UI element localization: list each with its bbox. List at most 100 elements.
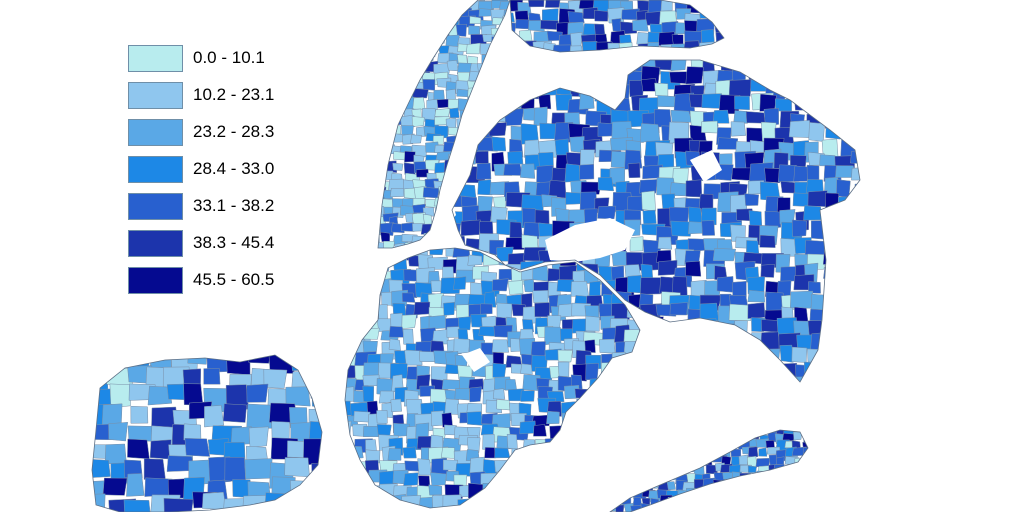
- census-tract: [263, 368, 288, 389]
- census-tract: [428, 484, 443, 496]
- census-tract: [503, 163, 523, 176]
- jamaica-bay-water: [560, 380, 800, 500]
- census-tract: [446, 60, 459, 72]
- census-tract: [537, 471, 552, 488]
- census-tract: [713, 504, 722, 512]
- census-tract: [379, 115, 392, 129]
- census-tract: [696, 489, 706, 498]
- census-tract: [747, 350, 770, 371]
- census-tract: [443, 158, 456, 175]
- census-tract: [467, 127, 483, 137]
- census-tract: [455, 23, 467, 37]
- census-tract: [820, 208, 841, 229]
- legend-swatch: [128, 230, 183, 257]
- census-tract: [222, 403, 247, 423]
- census-tract: [382, 100, 397, 111]
- legend-swatch: [128, 267, 183, 294]
- census-tract: [712, 479, 727, 490]
- legend-label: 23.2 - 28.3: [193, 122, 275, 141]
- census-tract: [721, 496, 735, 508]
- census-tract: [489, 91, 501, 103]
- census-tract: [424, 19, 441, 30]
- census-tract: [474, 95, 497, 114]
- census-tract: [345, 436, 349, 450]
- census-tract: [453, 338, 471, 354]
- census-tract: [684, 505, 696, 512]
- census-tract: [849, 123, 860, 136]
- census-tract: [378, 125, 383, 138]
- census-tract: [733, 336, 753, 355]
- census-tract: [639, 338, 640, 352]
- legend-item: 33.1 - 38.2: [128, 193, 328, 221]
- census-tract: [786, 503, 799, 512]
- census-tract: [460, 219, 481, 237]
- census-tract: [594, 10, 609, 22]
- census-tract: [515, 63, 525, 73]
- census-tract: [853, 96, 860, 112]
- census-tract: [640, 327, 656, 341]
- census-tract: [701, 93, 722, 109]
- census-tract: [779, 344, 794, 363]
- census-tract: [109, 383, 131, 409]
- census-tract: [445, 34, 460, 48]
- census-tract: [311, 382, 322, 409]
- census-tract: [855, 265, 860, 282]
- census-tract: [501, 97, 510, 107]
- census-tract: [378, 241, 385, 248]
- census-tract: [760, 331, 781, 351]
- census-tract: [378, 17, 384, 32]
- census-tract: [477, 63, 492, 75]
- census-tract: [675, 506, 688, 512]
- census-tract: [582, 41, 599, 52]
- census-tract: [495, 473, 511, 487]
- census-tract: [445, 0, 455, 9]
- census-tract: [422, 0, 438, 13]
- census-tract: [378, 72, 391, 83]
- staten-island-tracts: [92, 355, 322, 512]
- census-tract: [804, 473, 808, 484]
- census-tract: [786, 481, 801, 492]
- census-tract: [764, 210, 782, 230]
- census-tract: [574, 388, 591, 399]
- census-tract: [345, 495, 362, 508]
- legend-item: 38.3 - 45.4: [128, 230, 328, 258]
- census-tract: [353, 410, 371, 423]
- census-tract: [92, 368, 109, 390]
- census-tract: [345, 449, 353, 463]
- census-tract: [534, 209, 550, 226]
- census-tract: [560, 493, 577, 508]
- census-tract: [855, 60, 860, 65]
- census-tract: [428, 315, 448, 330]
- census-tract: [502, 87, 510, 97]
- census-tract: [726, 21, 740, 35]
- legend-swatch: [128, 193, 183, 220]
- census-tract: [461, 124, 479, 140]
- census-tract: [720, 365, 735, 380]
- census-tract: [791, 481, 804, 490]
- census-tract: [123, 499, 151, 512]
- census-tract: [246, 383, 269, 403]
- census-tract: [805, 84, 824, 99]
- census-tract: [586, 391, 605, 407]
- census-tract: [532, 53, 550, 67]
- census-tract: [378, 54, 380, 66]
- census-tract: [482, 482, 501, 500]
- census-tract: [130, 405, 149, 424]
- census-tract: [791, 219, 807, 237]
- census-tract: [628, 354, 640, 366]
- census-tract: [823, 292, 837, 314]
- census-tract: [466, 411, 484, 426]
- census-tract: [202, 491, 227, 510]
- census-tract: [492, 388, 506, 400]
- census-tract: [766, 485, 775, 498]
- legend-item: 0.0 - 10.1: [128, 45, 328, 73]
- census-tract: [570, 409, 589, 428]
- census-tract: [520, 54, 535, 64]
- census-tract: [791, 465, 806, 478]
- census-tract: [499, 72, 510, 85]
- census-tract: [345, 364, 357, 379]
- census-tract: [557, 349, 573, 363]
- census-tract: [467, 254, 483, 266]
- census-tract: [657, 260, 678, 276]
- census-tract: [823, 265, 842, 279]
